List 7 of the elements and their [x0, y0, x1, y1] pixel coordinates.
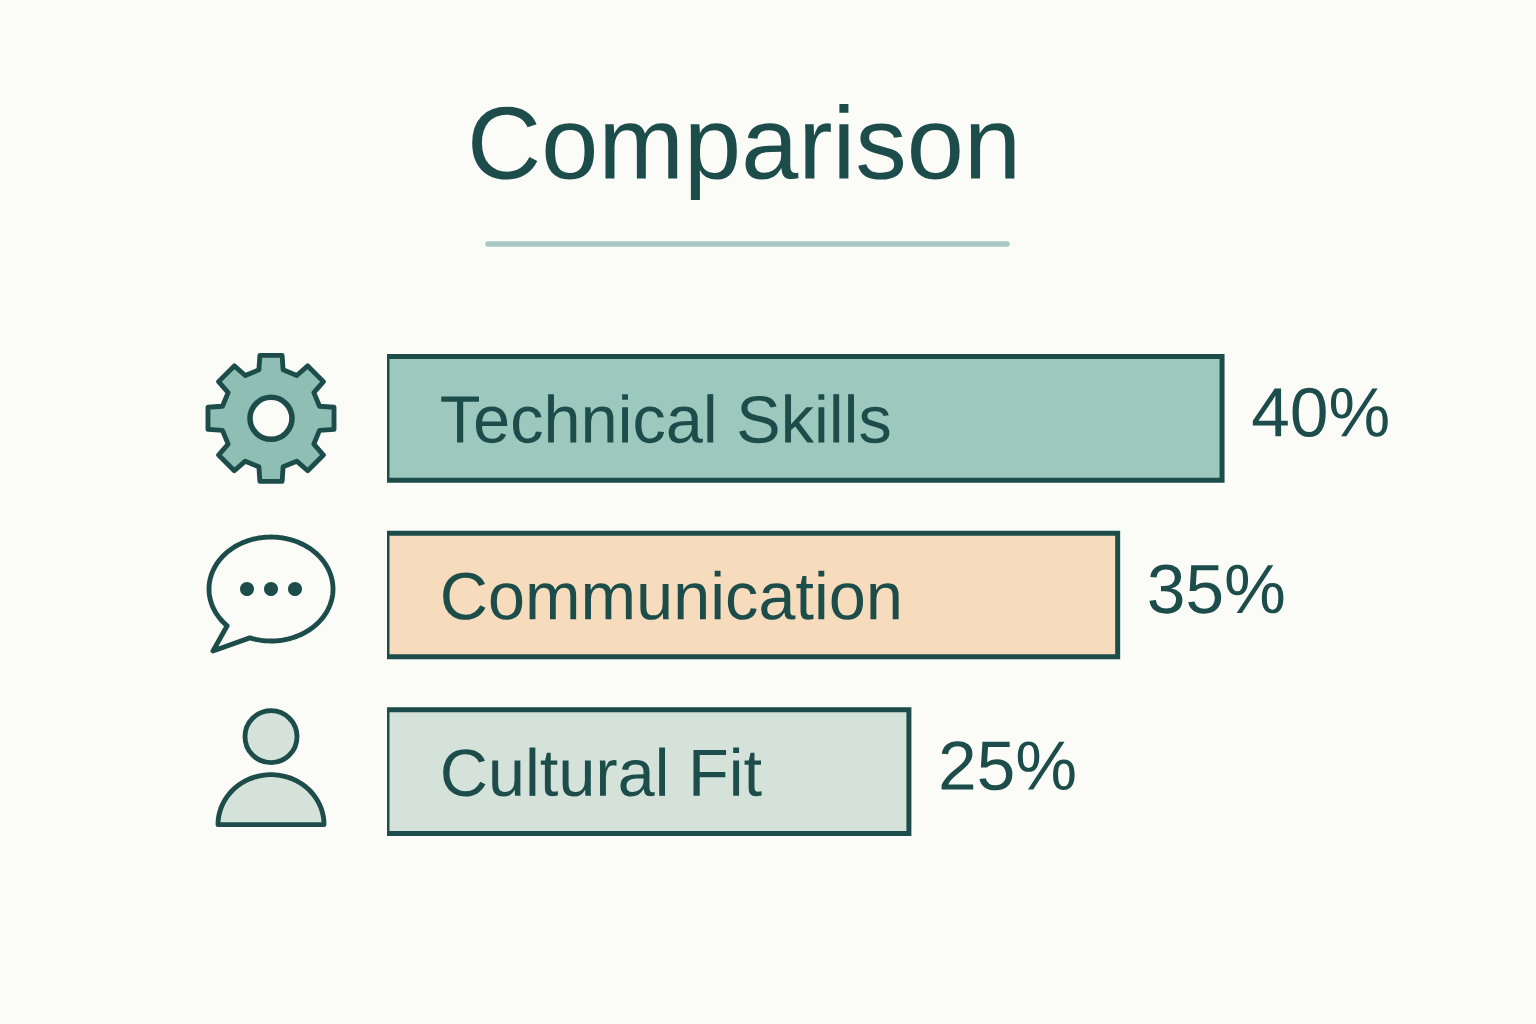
data-label: 35%: [1149, 564, 1284, 614]
y-tick-label: Communication: [443, 570, 899, 620]
chart-title: Comparison: [472, 104, 1015, 200]
data-label: 40%: [1252, 387, 1388, 437]
data-label: 25%: [941, 741, 1075, 791]
y-tick-label: Cultural Fit: [443, 747, 762, 797]
y-tick-label: Technical Skills: [441, 394, 890, 444]
